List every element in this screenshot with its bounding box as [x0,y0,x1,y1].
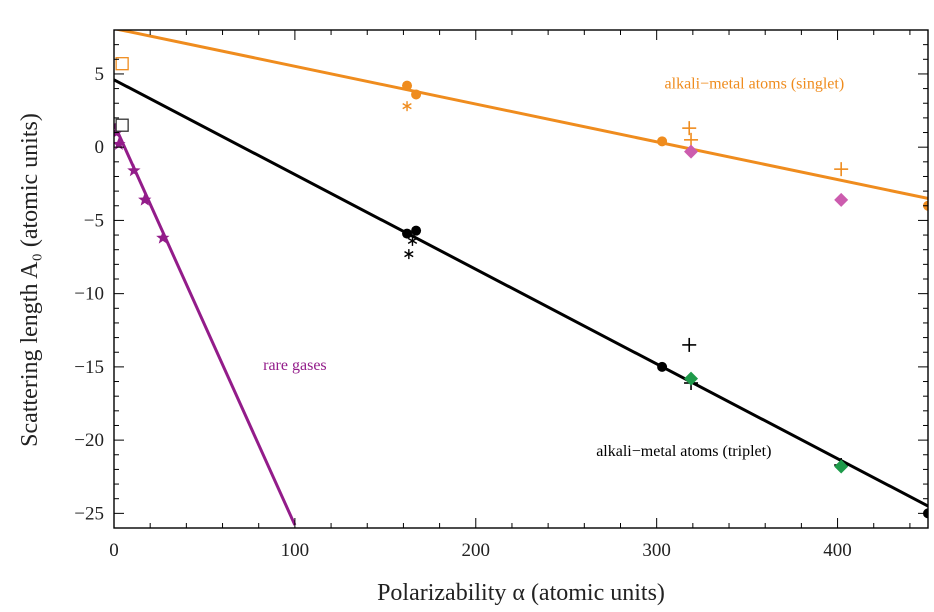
fit-line-singlet [114,30,928,200]
x-axis-ticks: 0 100 200 300 400 [109,30,911,561]
circle-point [402,80,413,91]
y-tick-label: −20 [74,430,104,451]
square-point [115,57,129,71]
asterisk-stroke [407,237,418,245]
y-tick-label: −15 [74,357,104,378]
fit-line-triplet [114,78,928,508]
y-axis-ticks: 5 0 −5 −10 −15 −20 −25 [74,29,928,524]
circle-point [657,361,668,372]
star-point [156,230,170,244]
asterisk-point [407,235,418,246]
asterisk-stroke [404,250,414,258]
diamond-point [684,144,699,159]
annotation-label: alkali−metal atoms (singlet) [665,76,845,93]
circle-point [411,89,422,100]
x-tick-label: 400 [823,540,852,561]
x-axis-title: Polarizability α (atomic units) [377,580,665,606]
y-tick-label: −10 [74,284,104,305]
plus-point [682,121,697,136]
diamond-point [684,371,699,386]
y-tick-label: −25 [74,503,104,524]
y-tick-label: −5 [84,210,104,231]
x-tick-label: 0 [109,540,119,561]
asterisk-point [404,249,414,260]
plus-point [834,162,849,177]
diamond-point [834,192,849,207]
fit-line-rare [114,123,297,526]
annotation-label: alkali−metal atoms (triplet) [596,443,771,460]
asterisk-point [402,101,412,112]
x-tick-label: 200 [462,540,491,561]
plus-point [682,337,697,352]
circle-point [411,225,422,236]
x-tick-label: 300 [642,540,671,561]
asterisk-stroke [402,103,412,110]
star-point [127,163,141,177]
y-tick-label: 0 [95,137,105,158]
plot-area [114,30,928,526]
square-point [115,118,129,132]
x-tick-label: 100 [281,540,310,561]
star-point [138,192,152,206]
y-axis-title: Scattering length A₀ (atomic units) [17,113,43,447]
circle-point [402,228,413,239]
y-tick-label: 5 [95,64,105,85]
annotation-label: rare gases [263,357,327,374]
plus-point [684,132,699,147]
circle-point [657,136,668,147]
diamond-point [834,459,849,474]
